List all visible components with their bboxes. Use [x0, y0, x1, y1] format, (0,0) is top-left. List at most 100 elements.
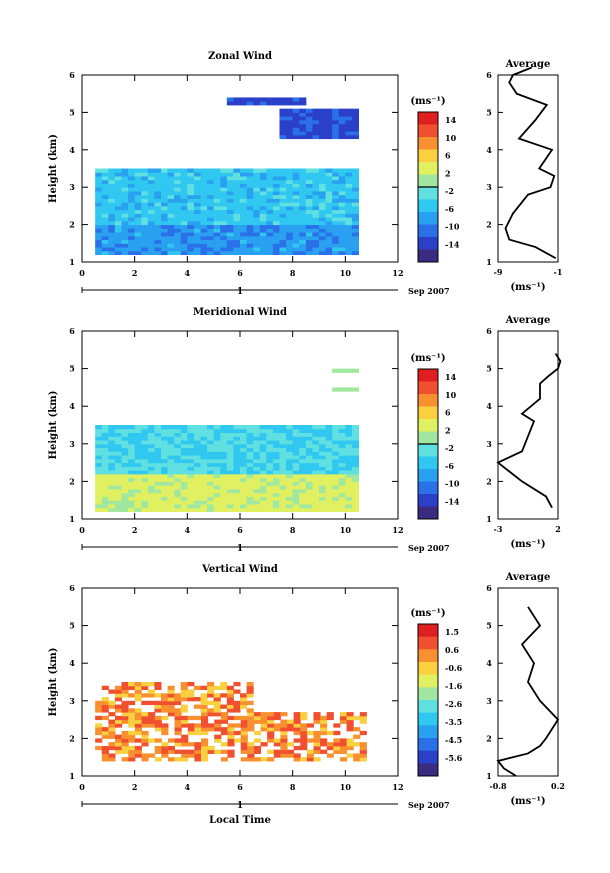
heatmap-cell	[272, 462, 280, 467]
heatmap-cell	[121, 425, 129, 430]
heatmap-cell	[345, 134, 353, 140]
y-tick-label: 3	[69, 439, 75, 449]
y-tick-label: 5	[69, 107, 75, 117]
heatmap-cell	[167, 168, 175, 173]
heatmap-cell	[121, 757, 129, 762]
heatmap-cell	[193, 183, 201, 188]
heatmap-cell	[259, 168, 267, 173]
heatmap-cell	[154, 428, 162, 434]
heatmap-cell	[293, 723, 301, 728]
heatmap-cell	[286, 500, 294, 505]
heatmap-cell	[332, 131, 340, 136]
heatmap-cell	[101, 477, 109, 482]
heatmap-cell	[253, 496, 261, 501]
heatmap-cell	[95, 745, 103, 751]
heatmap-cell	[286, 123, 294, 128]
x-tick-label: 10	[340, 782, 352, 792]
heatmap-cell	[319, 217, 327, 222]
heatmap-cell	[325, 455, 333, 460]
heatmap-cell	[272, 224, 280, 229]
heatmap-cell	[319, 247, 327, 252]
heatmap-cell	[266, 172, 274, 177]
heatmap-cell	[220, 243, 228, 248]
heatmap-cell	[233, 220, 241, 226]
heatmap-cell	[339, 742, 348, 747]
heatmap-cell	[253, 247, 261, 252]
heatmap-cell	[108, 470, 116, 475]
heatmap-cell	[312, 134, 320, 140]
heatmap-cell	[338, 455, 346, 460]
heatmap-cell	[259, 202, 267, 207]
heatmap-cell	[121, 205, 129, 211]
heatmap-cell	[272, 187, 280, 192]
data-block	[95, 712, 367, 762]
heatmap-cell	[233, 436, 241, 441]
heatmap-cell	[180, 458, 188, 464]
heatmap-cell	[226, 239, 234, 244]
heatmap-cell	[147, 458, 155, 464]
average-frame	[497, 74, 559, 263]
heatmap-cell	[319, 451, 327, 456]
heatmap-cell	[319, 213, 327, 218]
heatmap-cell	[299, 232, 307, 237]
heatmap-cell	[246, 503, 254, 509]
heatmap-cell	[325, 127, 333, 132]
heatmap-cell	[101, 715, 109, 721]
heatmap-cell	[226, 507, 234, 512]
heatmap-cell	[187, 228, 195, 233]
heatmap-cell	[300, 723, 308, 728]
heatmap-cell	[345, 247, 353, 252]
heatmap-cell	[305, 239, 313, 244]
heatmap-cell	[174, 455, 182, 460]
heatmap-cell	[174, 488, 182, 494]
heatmap-cell	[226, 194, 234, 199]
colorbar-tick-label: 2	[445, 425, 451, 435]
heatmap-cell	[260, 715, 268, 721]
heatmap-cell	[200, 247, 208, 252]
heatmap-cell	[338, 481, 346, 486]
heatmap-cell	[320, 715, 328, 721]
heatmap-cell	[128, 708, 136, 713]
heatmap-cell	[167, 488, 175, 494]
heatmap-cell	[134, 500, 142, 505]
heatmap-cell	[319, 440, 327, 445]
heatmap-cell	[240, 440, 248, 445]
average-x-label: (ms⁻¹)	[510, 539, 545, 550]
average-y-tick-label: 6	[486, 70, 492, 80]
heatmap-cell	[259, 477, 267, 482]
heatmap-cell	[305, 108, 313, 113]
heatmap-cell	[108, 727, 116, 732]
heatmap-cell	[246, 458, 254, 464]
heatmap-cell	[167, 194, 175, 199]
heatmap-cell	[174, 443, 182, 449]
heatmap-cell	[312, 217, 320, 222]
heatmap-cell	[220, 496, 228, 501]
heatmap-cell	[213, 187, 221, 192]
heatmap-cell	[101, 168, 109, 173]
heatmap-cell	[154, 440, 162, 445]
heatmap-cell	[293, 730, 301, 736]
heatmap-cell	[326, 742, 334, 747]
heatmap-cell	[353, 734, 361, 739]
heatmap-cell	[338, 116, 346, 121]
heatmap-cell	[338, 179, 346, 184]
average-profile-line	[504, 66, 557, 260]
heatmap-cell	[338, 473, 346, 479]
heatmap-cell	[305, 458, 313, 464]
y-tick-label: 5	[69, 364, 75, 374]
heatmap-cell	[246, 700, 254, 706]
heatmap-cell	[180, 232, 188, 237]
x-tick-label: 6	[237, 782, 243, 792]
heatmap-cell	[253, 719, 262, 724]
heatmap-cell	[134, 745, 142, 751]
heatmap-cell	[345, 209, 353, 214]
heatmap-cell	[299, 220, 307, 226]
heatmap-cell	[266, 175, 274, 181]
heatmap-cell	[114, 488, 122, 494]
heatmap-cell	[108, 425, 116, 430]
heatmap-cell	[213, 228, 221, 233]
heatmap-cell	[338, 108, 346, 113]
heatmap-cell	[207, 492, 215, 497]
heatmap-cell	[154, 220, 162, 226]
heatmap-cell	[193, 492, 201, 497]
